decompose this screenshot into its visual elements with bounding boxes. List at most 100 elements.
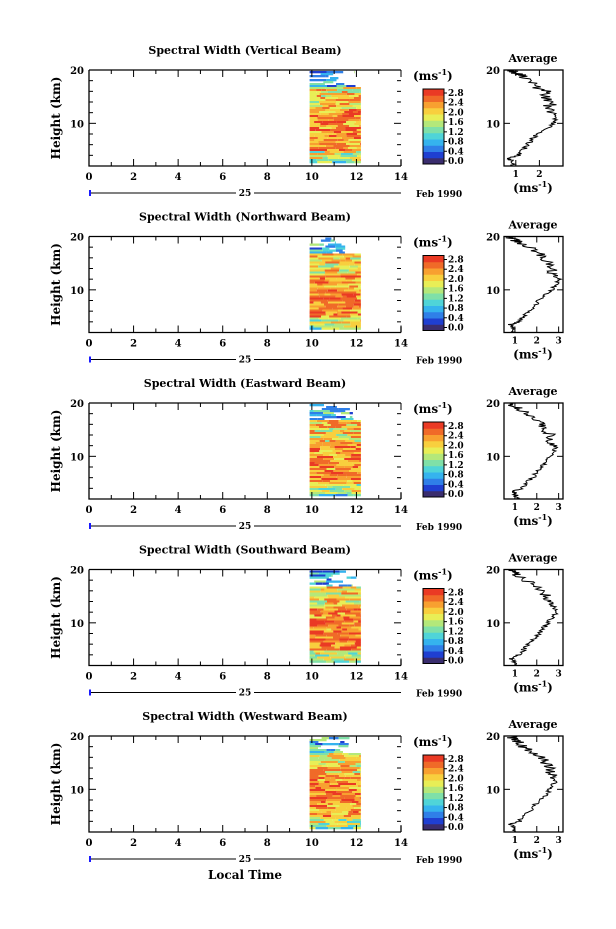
heatmap-cell xyxy=(331,259,341,262)
y-tick-label: 20 xyxy=(70,566,84,577)
heatmap-cell xyxy=(346,121,356,124)
unit-base: (ms xyxy=(513,681,538,695)
heatmap-cell xyxy=(320,73,334,76)
heatmap-cell xyxy=(350,422,361,425)
heatmap-cell xyxy=(348,287,354,290)
heatmap-cell xyxy=(359,600,361,603)
heatmap-cell xyxy=(309,466,320,469)
heatmap-cell xyxy=(354,71,355,74)
heatmap-cell xyxy=(329,279,347,282)
colorbar-frame xyxy=(422,421,445,498)
heatmap-cell xyxy=(309,295,320,298)
heatmap-cell xyxy=(340,785,358,788)
heatmap-cell xyxy=(319,125,327,128)
heatmap-cell xyxy=(319,781,325,784)
heatmap-cell xyxy=(313,650,325,653)
heatmap-cell xyxy=(327,797,345,800)
heatmap-cell xyxy=(331,572,340,575)
heatmap-cell xyxy=(327,600,340,603)
x-tick-label: 12 xyxy=(349,172,363,183)
heatmap-cell xyxy=(320,428,330,431)
heatmap-cell xyxy=(318,307,333,310)
heatmap-cell xyxy=(330,460,348,463)
heatmap-cell xyxy=(322,743,339,746)
colorbar-tick-label: 2.4 xyxy=(448,598,464,608)
heatmap-cell xyxy=(328,123,344,126)
heatmap-cell xyxy=(344,644,351,647)
heatmap-cell xyxy=(309,305,326,308)
heatmap-cell xyxy=(334,241,336,244)
heatmap-cell xyxy=(338,157,350,160)
heatmap-cell xyxy=(338,408,350,411)
heatmap-cell xyxy=(339,251,345,254)
heatmap-cell xyxy=(356,291,361,294)
heatmap-cell xyxy=(334,821,347,824)
heatmap-cell xyxy=(333,257,340,260)
heatmap-cell xyxy=(309,789,326,792)
heatmap-cell xyxy=(343,325,361,328)
heatmap-cell xyxy=(325,492,338,495)
heatmap-cell xyxy=(326,586,343,589)
heatmap-cell xyxy=(329,410,346,413)
heatmap-cell xyxy=(349,630,361,633)
x-tick-label: 2 xyxy=(130,838,137,849)
heatmap-cell xyxy=(328,462,340,465)
heatmap-cell xyxy=(334,646,340,649)
heatmap-cell xyxy=(359,755,361,758)
heatmap-cell xyxy=(344,777,351,780)
heatmap-cell xyxy=(357,779,361,782)
heatmap-cell xyxy=(360,773,361,776)
heatmap-cell xyxy=(309,424,316,427)
heatmap-cell xyxy=(314,614,322,617)
heatmap-cell xyxy=(327,486,333,489)
heatmap-cell xyxy=(348,753,361,756)
heatmap-cell xyxy=(336,598,350,601)
heatmap-cell xyxy=(357,420,361,423)
colorbar-swatch xyxy=(423,293,444,300)
heatmap-cell xyxy=(323,608,330,611)
heatmap-cell xyxy=(343,618,354,621)
heatmap-cell xyxy=(324,285,336,288)
colorbar-frame xyxy=(422,588,445,664)
heatmap-cell xyxy=(322,259,332,262)
heatmap-cell xyxy=(360,319,361,322)
heatmap-cell xyxy=(336,277,346,280)
heatmap-cell xyxy=(327,618,344,621)
colorbar-swatch xyxy=(423,490,444,498)
heatmap-cell xyxy=(309,153,317,156)
heatmap-cell xyxy=(350,586,357,589)
heatmap-cell xyxy=(338,420,353,423)
unit-base: (ms xyxy=(513,348,538,362)
heatmap-cell xyxy=(318,293,325,296)
heatmap-cell xyxy=(309,598,319,601)
heatmap-cell xyxy=(309,809,319,812)
heatmap-cell xyxy=(336,416,346,419)
heatmap-cell xyxy=(337,283,349,286)
colorbar-frame xyxy=(422,255,445,331)
heatmap-cell xyxy=(309,151,325,154)
heatmap-cell xyxy=(326,811,332,814)
average-profile-line xyxy=(507,402,559,500)
heatmap-cell xyxy=(317,418,325,421)
heatmap-cell xyxy=(309,109,326,112)
heatmap-cell xyxy=(319,295,336,298)
colorbar-swatch xyxy=(423,274,444,281)
heatmap-cell xyxy=(331,472,344,475)
heatmap-cell xyxy=(353,137,361,140)
heatmap-cell xyxy=(328,420,339,423)
unit-close: ) xyxy=(447,569,453,583)
heatmap-cell xyxy=(324,604,342,607)
heatmap-cell xyxy=(323,458,335,461)
heatmap-cell xyxy=(309,135,314,138)
avg-x-tick-label: 2 xyxy=(534,836,540,846)
heatmap-cell xyxy=(333,119,349,122)
unit-exponent: -1 xyxy=(438,234,447,244)
heatmap-cell xyxy=(343,472,358,475)
heatmap-cell xyxy=(353,452,361,455)
heatmap-cell xyxy=(356,129,361,132)
heatmap-cell xyxy=(309,89,317,92)
heatmap-cell xyxy=(309,781,319,784)
heatmap-cell xyxy=(320,761,338,764)
heatmap-cell xyxy=(317,117,334,120)
heatmap-cell xyxy=(325,275,341,278)
